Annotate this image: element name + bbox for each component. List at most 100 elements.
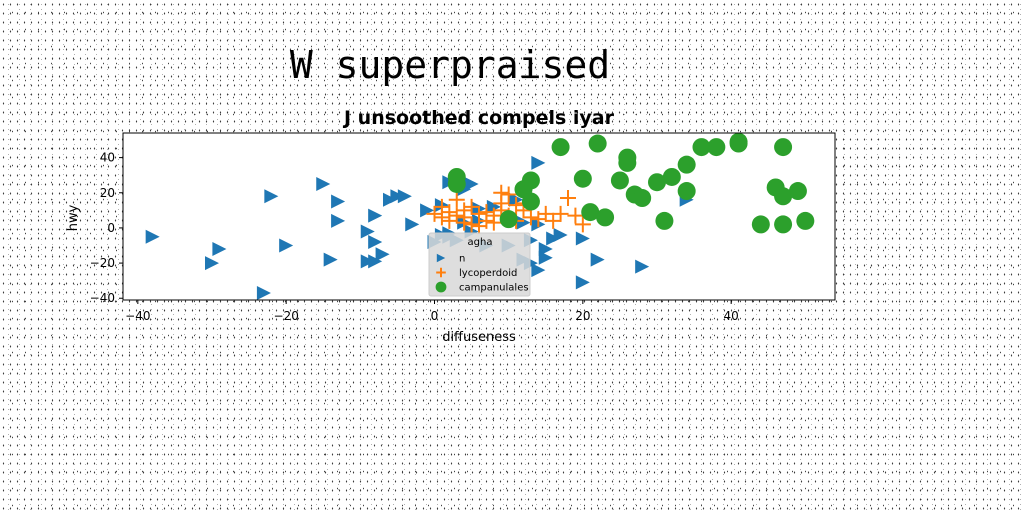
data-point: [316, 176, 331, 191]
data-point: [590, 252, 605, 267]
data-point: [390, 189, 405, 204]
y-axis-ticks: −40 −20 0 20 40: [90, 151, 123, 305]
data-point: [500, 186, 517, 203]
data-point: [546, 231, 561, 246]
data-point: [788, 182, 807, 201]
y-tick-label: −40: [90, 291, 115, 305]
data-point: [456, 209, 473, 226]
data-point: [486, 199, 501, 214]
data-point: [655, 211, 674, 230]
data-point: [368, 234, 383, 249]
data-point: [323, 252, 338, 267]
y-axis-label: hwy: [66, 204, 81, 231]
data-point: [499, 210, 518, 229]
data-point: [751, 215, 770, 234]
x-axis-label: diffuseness: [442, 330, 516, 345]
data-point: [420, 203, 435, 218]
y-tick-label: −20: [90, 256, 115, 270]
x-tick-label: 40: [724, 309, 739, 323]
legend-marker-n: [436, 253, 446, 263]
data-point: [375, 247, 390, 262]
legend-label-lycoperdoid: lycoperdoid: [459, 268, 517, 279]
data-point: [567, 207, 584, 224]
x-tick-label: −40: [125, 309, 150, 323]
data-point: [677, 155, 696, 174]
series-lycoperdoid: [426, 184, 591, 235]
data-point: [397, 189, 412, 204]
data-point: [331, 194, 346, 209]
data-point: [521, 171, 540, 190]
data-point: [574, 216, 591, 233]
data-point: [256, 285, 271, 300]
data-point: [774, 138, 793, 157]
y-tick-label: 20: [100, 186, 115, 200]
data-point: [463, 216, 480, 233]
data-point: [553, 227, 568, 242]
data-point: [538, 242, 553, 257]
data-point: [573, 169, 592, 188]
data-point: [707, 138, 726, 157]
data-point: [368, 254, 383, 269]
data-point: [478, 204, 495, 221]
data-point: [538, 250, 553, 265]
data-points: [145, 132, 815, 300]
legend-marker-campanulales: [435, 281, 447, 293]
x-tick-label: 0: [431, 309, 439, 323]
data-point: [279, 238, 294, 253]
data-point: [522, 209, 539, 226]
data-point: [205, 256, 219, 271]
legend-marker-lycoperdoid: [436, 267, 446, 278]
data-point: [212, 242, 227, 257]
data-point: [360, 254, 375, 269]
data-point: [575, 275, 590, 290]
data-point: [648, 173, 666, 192]
data-point: [485, 214, 502, 231]
data-point: [405, 217, 420, 232]
data-point: [368, 208, 383, 223]
data-point: [551, 138, 570, 157]
data-point: [560, 190, 576, 207]
legend-label-campanulales: campanulales: [459, 283, 529, 294]
data-point: [545, 212, 562, 229]
data-point: [618, 148, 637, 167]
figure-title: W superpraised: [290, 43, 610, 87]
data-point: [552, 205, 569, 222]
data-point: [448, 191, 465, 208]
data-point: [264, 189, 279, 204]
data-point: [531, 155, 546, 170]
data-point: [677, 182, 696, 201]
series-campanulales: [447, 132, 815, 234]
data-point: [464, 176, 479, 191]
data-point: [531, 263, 546, 278]
data-point: [662, 167, 681, 186]
data-point: [516, 215, 531, 230]
plot-frame: [122, 132, 836, 301]
data-point: [463, 198, 480, 215]
data-point: [633, 189, 652, 208]
data-point: [447, 174, 466, 193]
data-point: [537, 205, 554, 222]
x-axis-ticks: −40 −20 0 20 40: [125, 300, 739, 323]
data-point: [383, 192, 397, 207]
x-tick-label: −20: [274, 309, 299, 323]
data-point: [635, 259, 650, 274]
data-point: [774, 215, 793, 234]
legend-box: [428, 232, 531, 297]
data-point: [521, 192, 540, 211]
legend: agha n lycoperdoid campanulales: [428, 232, 531, 297]
data-point: [692, 138, 711, 157]
data-point: [610, 171, 629, 190]
data-point: [588, 134, 607, 153]
y-tick-label: 0: [107, 221, 115, 235]
legend-label-n: n: [459, 254, 465, 265]
y-tick-label: 40: [100, 151, 115, 165]
data-point: [581, 203, 600, 222]
data-point: [596, 208, 615, 227]
data-point: [729, 134, 748, 153]
data-point: [575, 231, 590, 246]
data-point: [493, 184, 510, 201]
chart-title: J unsoothed compels iyar: [342, 107, 615, 129]
data-point: [796, 211, 815, 230]
x-tick-label: 20: [575, 309, 590, 323]
